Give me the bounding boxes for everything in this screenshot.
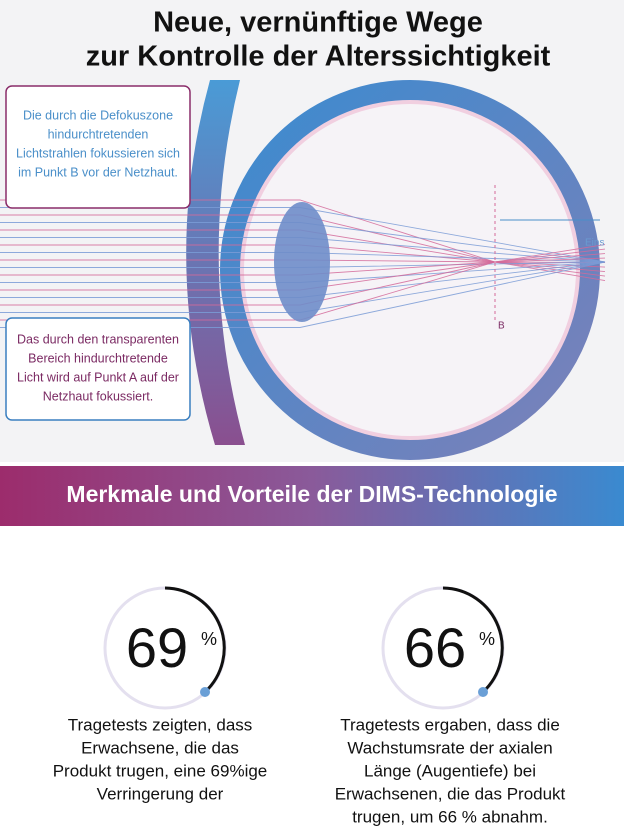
stat-value: 66 xyxy=(404,616,466,679)
note-line: Das durch den transparenten xyxy=(17,332,179,346)
note-line: hindurchtretenden xyxy=(48,127,149,141)
eyeball-core xyxy=(244,104,576,436)
note-line: Lichtstrahlen fokussieren sich xyxy=(16,146,180,160)
note-line: Netzhaut fokussiert. xyxy=(43,389,153,403)
note-line: Bereich hindurchtretende xyxy=(28,351,168,365)
ray xyxy=(0,259,606,264)
ray xyxy=(0,253,606,291)
stat-text: Tragetests ergaben, dass die xyxy=(340,715,560,734)
label-a: Eins xyxy=(585,238,604,249)
note-box xyxy=(5,317,191,421)
note-line: Licht wird auf Punkt A auf der xyxy=(17,370,179,384)
stat-text: Erwachsenen, die das Produkt xyxy=(335,784,566,803)
ring-arc xyxy=(442,586,504,694)
stat-text: Produkt trugen, eine 69%ige xyxy=(53,761,268,780)
lens xyxy=(274,202,330,322)
stat-ring xyxy=(103,586,227,710)
cornea xyxy=(186,80,245,445)
note-box xyxy=(5,85,191,209)
note-line: Die durch die Defokuszone xyxy=(23,108,173,122)
title: zur Kontrolle der Alterssichtigkeit xyxy=(86,41,551,73)
ring-dot xyxy=(478,687,488,697)
banner xyxy=(0,466,624,526)
stat-text: Länge (Augentiefe) bei xyxy=(364,761,536,780)
note-line: im Punkt B vor der Netzhaut. xyxy=(18,165,178,179)
banner-title: Merkmale und Vorteile der DIMS-Technolog… xyxy=(66,481,557,507)
stat-unit: % xyxy=(479,629,495,649)
ray xyxy=(0,229,606,273)
stat-unit: % xyxy=(201,629,217,649)
ring-dot xyxy=(200,687,210,697)
stat-text: Wachstumsrate der axialen xyxy=(347,738,552,757)
stat-text: Tragetests zeigten, dass xyxy=(68,715,253,734)
label-b: B xyxy=(498,321,505,332)
stat-text: Erwachsene, die das xyxy=(81,738,239,757)
stat-ring xyxy=(381,586,505,710)
ray xyxy=(0,257,606,276)
stat-text: trugen, um 66 % abnahm. xyxy=(352,807,548,826)
ring-arc xyxy=(164,586,226,694)
eye-diagram: Eins B xyxy=(0,80,606,460)
title: Neue, vernünftige Wege xyxy=(153,7,483,39)
ray xyxy=(0,214,606,277)
stat-value: 69 xyxy=(126,616,188,679)
stat-text: Verringerung der xyxy=(97,784,224,803)
ray xyxy=(0,244,606,268)
ray xyxy=(0,248,606,306)
